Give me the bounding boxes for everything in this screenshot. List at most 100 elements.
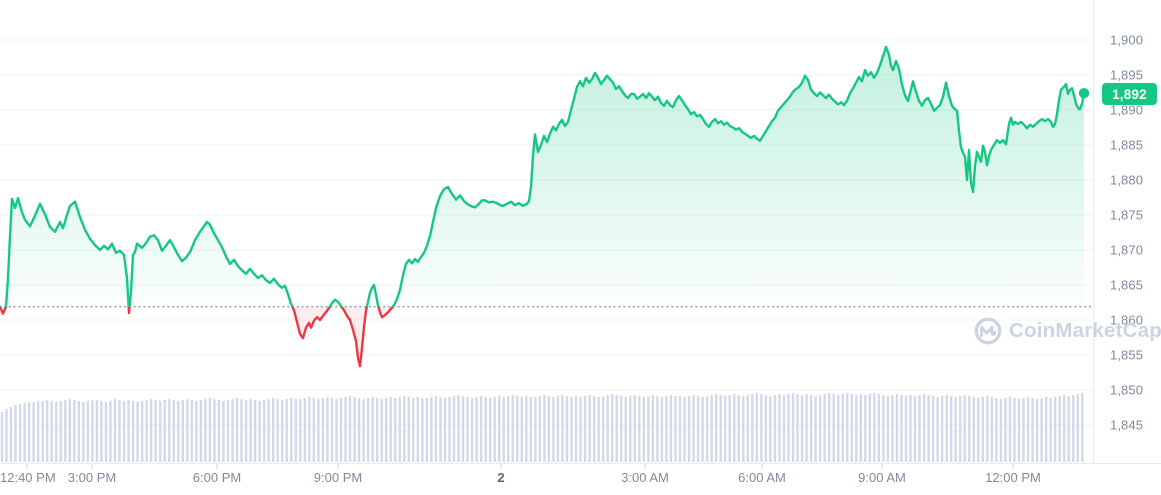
volume-bar: [592, 396, 596, 462]
volume-bar: [846, 393, 849, 462]
volume-bar: [353, 397, 356, 462]
volume-bar: [678, 396, 682, 462]
volume-bar: [32, 402, 35, 462]
volume-bar: [1040, 398, 1043, 462]
volume-bar: [177, 401, 180, 462]
volume-bar: [244, 400, 248, 462]
x-axis-label: 6:00 PM: [192, 470, 242, 485]
volume-bar: [1044, 397, 1048, 462]
volume-bar: [841, 394, 844, 462]
volume-bar: [498, 396, 501, 462]
y-axis-label: 1,890: [1110, 102, 1144, 118]
volume-bar: [394, 398, 397, 462]
volume-bar: [421, 398, 424, 462]
volume-bar: [959, 396, 962, 462]
volume-bar: [963, 395, 966, 462]
volume-bar: [253, 400, 257, 462]
volume-bar: [977, 398, 980, 462]
volume-bar: [940, 396, 944, 462]
volume-bar: [588, 395, 591, 462]
volume-bar: [41, 401, 44, 462]
volume-bar: [375, 398, 379, 462]
volume-bar: [339, 398, 343, 462]
volume-bar: [895, 394, 899, 462]
y-axis-label: 1,850: [1110, 382, 1144, 398]
volume-bar: [46, 400, 49, 462]
volume-bar: [461, 396, 465, 462]
current-price-dot: [1078, 88, 1090, 99]
volume-bar: [674, 396, 677, 462]
volume-bar: [981, 397, 985, 462]
volume-bar: [633, 395, 636, 462]
volume-bar: [751, 394, 754, 462]
volume-bar: [348, 396, 352, 462]
volume-bar: [882, 395, 885, 462]
volume-bar: [1022, 398, 1025, 462]
volume-bar: [36, 401, 40, 462]
volume-bar: [484, 397, 487, 462]
volume-bar: [452, 396, 456, 462]
volume-bars: [0, 393, 1084, 462]
volume-bar: [258, 401, 261, 462]
volume-bar: [131, 401, 135, 462]
volume-bar: [543, 395, 546, 462]
volume-bar: [687, 396, 691, 462]
y-axis-label: 1,845: [1110, 417, 1144, 433]
volume-bar: [357, 398, 361, 462]
volume-bar: [877, 394, 881, 462]
volume-bar: [724, 396, 727, 462]
volume-bar: [448, 397, 451, 462]
volume-bar: [805, 394, 808, 462]
volume-bar: [714, 394, 718, 462]
volume-bar: [950, 396, 953, 462]
volume-bar: [50, 401, 53, 462]
volume-bar: [240, 399, 243, 462]
volume-bar: [656, 396, 659, 462]
volume-bar: [922, 394, 926, 462]
x-axis-label: 9:00 AM: [858, 470, 906, 485]
x-axis-label: 2: [497, 470, 505, 485]
volume-bar: [968, 396, 971, 462]
volume-bar: [104, 402, 108, 462]
volume-bar: [769, 396, 772, 462]
volume-bar: [859, 394, 862, 462]
volume-bar: [556, 396, 560, 462]
volume-bar: [642, 397, 646, 462]
volume-bar: [149, 399, 153, 462]
volume-bar: [823, 394, 826, 462]
volume-bar: [77, 401, 81, 462]
volume-bar: [475, 397, 478, 462]
volume-bar: [900, 395, 903, 462]
volume-bar: [561, 395, 564, 462]
volume-bar: [1063, 395, 1066, 462]
volume-bar: [629, 396, 632, 462]
volume-bar: [64, 400, 67, 462]
volume-bar: [832, 394, 835, 462]
volume-bar: [611, 394, 614, 462]
volume-bar: [837, 395, 840, 462]
volume-bar: [945, 395, 948, 462]
volume-bar: [380, 399, 383, 462]
volume-bar: [624, 397, 627, 462]
volume-bar: [113, 399, 117, 462]
volume-bar: [0, 412, 4, 462]
volume-bar: [140, 401, 144, 462]
volume-bar: [570, 397, 573, 462]
volume-bar: [416, 397, 420, 462]
volume-bar: [1076, 394, 1079, 462]
volume-bar: [199, 400, 203, 462]
volume-bar: [1053, 397, 1057, 462]
volume-bar: [1013, 398, 1016, 462]
volume-bar: [312, 398, 316, 462]
volume-bar: [891, 395, 894, 462]
volume-bar: [927, 395, 930, 462]
volume-bar: [294, 399, 297, 462]
volume-bar: [746, 395, 749, 462]
y-axis-label: 1,880: [1110, 172, 1144, 188]
volume-bar: [226, 400, 230, 462]
volume-bar: [552, 397, 555, 462]
volume-bar: [27, 402, 31, 462]
volume-bar: [583, 396, 587, 462]
volume-bar: [190, 400, 194, 462]
